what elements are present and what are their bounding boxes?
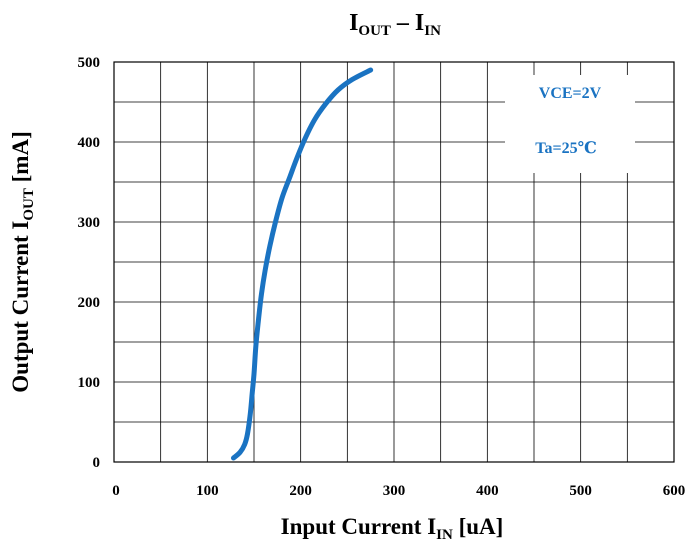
y-tick-label: 100 <box>78 375 101 391</box>
x-tick-label: 0 <box>112 483 120 499</box>
y-axis-label: Output Current IOUT [mA] <box>8 131 37 392</box>
annotation-box <box>505 75 635 173</box>
y-tick-label: 200 <box>78 295 101 311</box>
annotation-ta: Ta=25℃ <box>535 140 597 157</box>
x-tick-labels: 0 100 200 300 400 500 600 <box>112 483 685 499</box>
series-line <box>230 67 374 461</box>
x-tick-label: 500 <box>569 483 592 499</box>
y-tick-label: 0 <box>93 455 101 471</box>
x-tick-label: 400 <box>476 483 499 499</box>
x-tick-label: 300 <box>383 483 406 499</box>
x-tick-label: 600 <box>663 483 686 499</box>
x-tick-label: 100 <box>196 483 219 499</box>
plot-frame <box>113 61 675 463</box>
y-tick-labels: 0 100 200 300 400 500 <box>78 55 101 471</box>
x-axis-label: Input Current IIN [uA] <box>281 514 504 543</box>
x-tick-label: 200 <box>289 483 312 499</box>
y-tick-label: 500 <box>78 55 101 71</box>
y-tick-label: 300 <box>78 215 101 231</box>
chart-title: IOUT – IIN <box>349 10 441 39</box>
y-tick-label: 400 <box>78 135 101 151</box>
annotation-vce: VCE=2V <box>539 85 602 102</box>
